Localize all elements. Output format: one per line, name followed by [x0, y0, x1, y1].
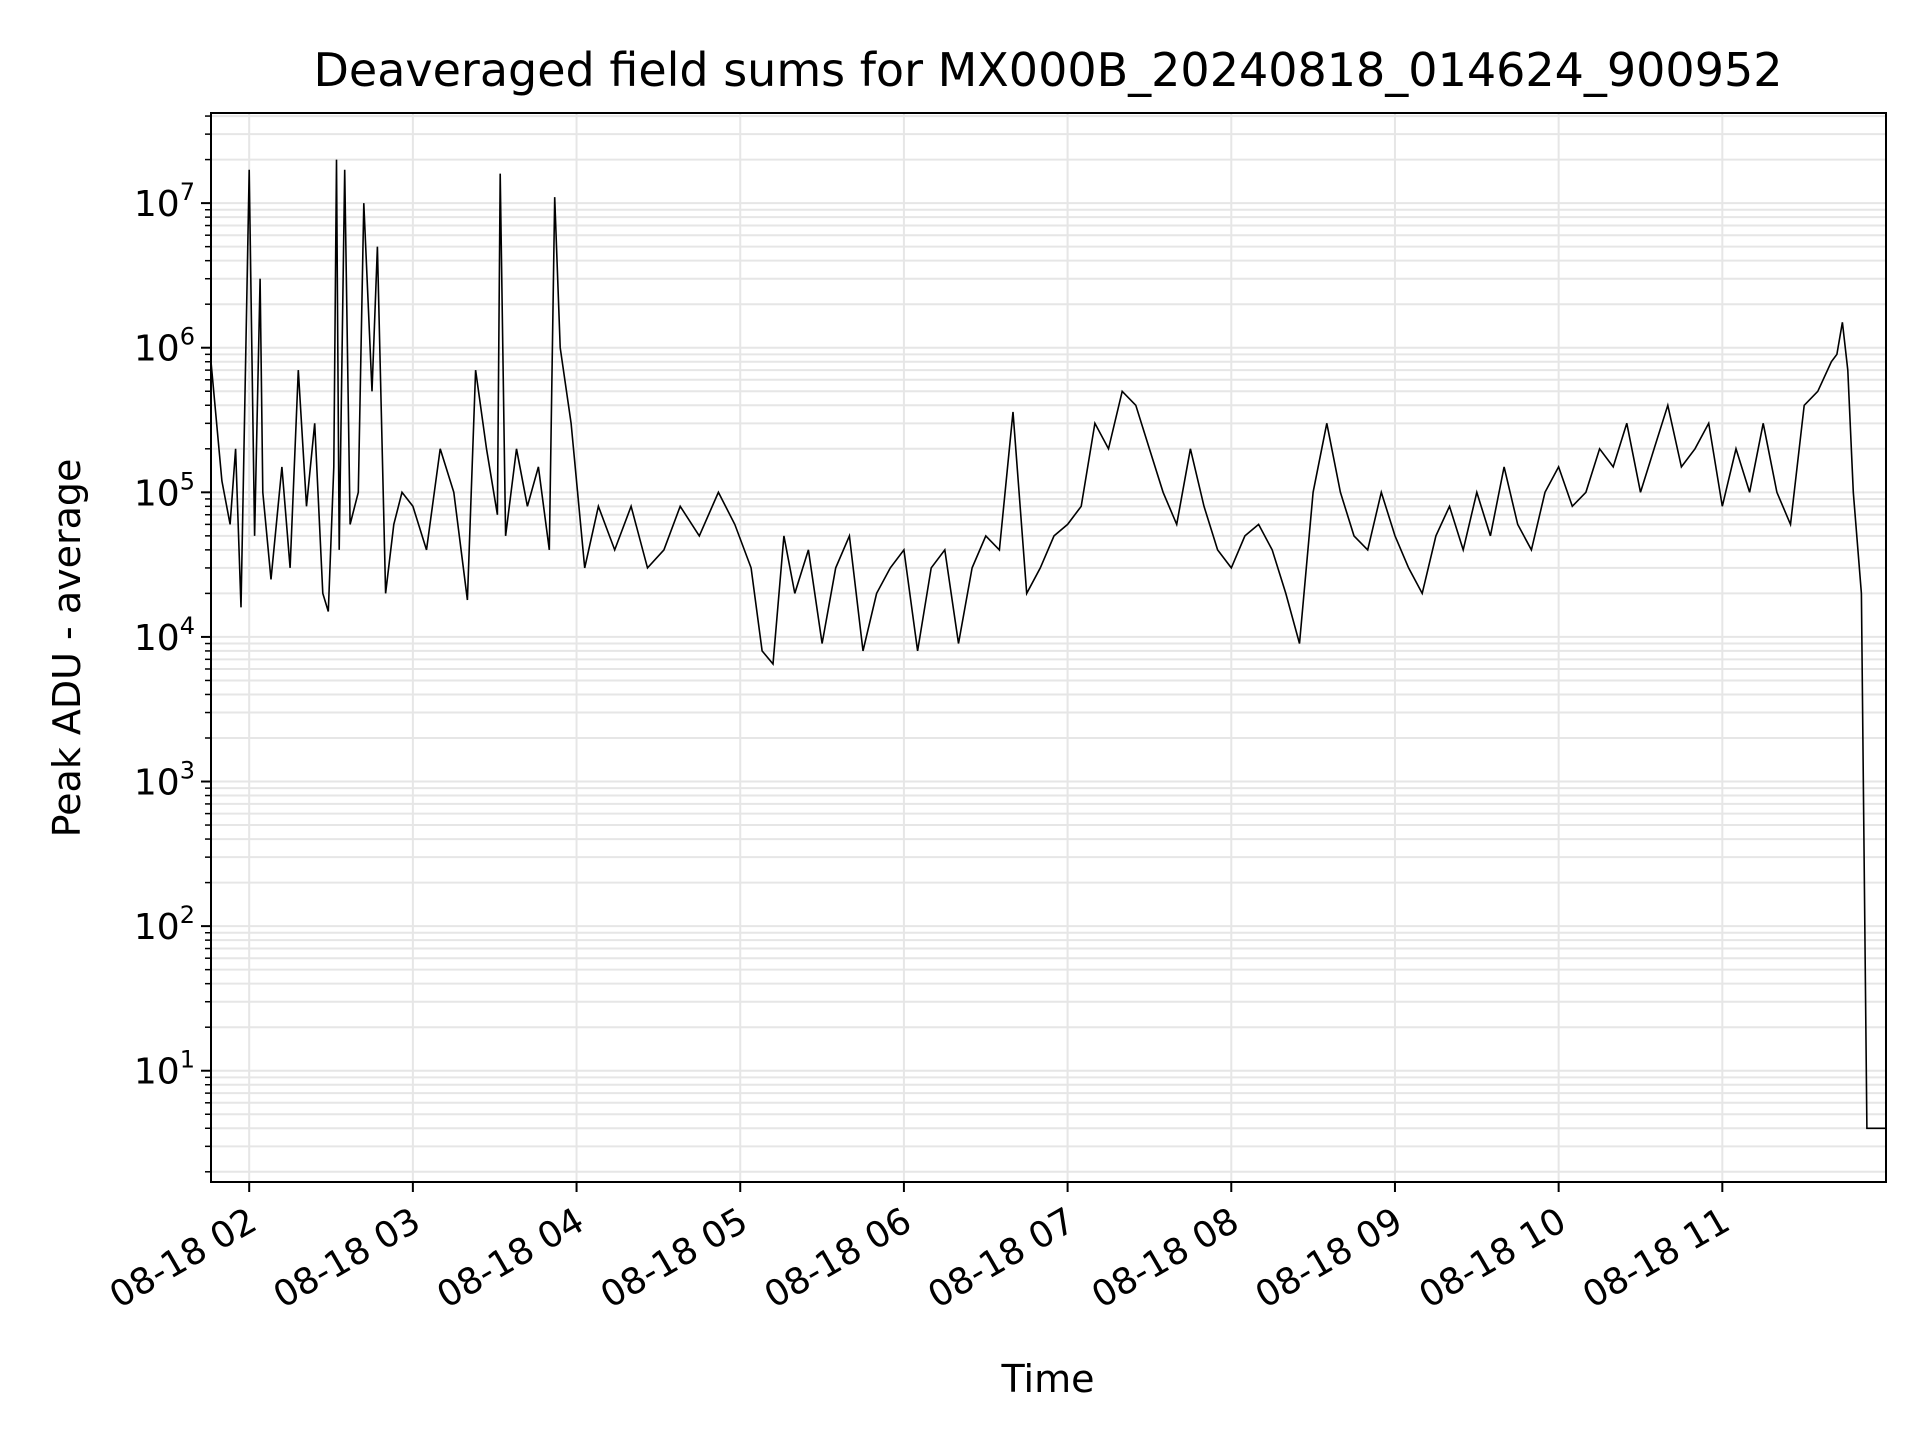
- x-tick-label: 08-18 03: [267, 1200, 428, 1316]
- chart-title: Deaveraged field sums for MX000B_2024081…: [313, 43, 1782, 97]
- plot-frame: [210, 112, 1887, 1183]
- y-tick-label: 107: [134, 178, 195, 225]
- x-tick-label: 08-18 07: [921, 1200, 1082, 1316]
- x-axis: 08-18 02 08-18 03 08-18 04 08-18 05 08-18 06…: [103, 1182, 1737, 1317]
- x-tick-label: 08-18 10: [1412, 1200, 1573, 1316]
- x-tick-label: 08-18 11: [1576, 1200, 1737, 1316]
- x-tick-label: 08-18 02: [103, 1200, 264, 1316]
- y-axis: 101 102 103 104 105 106 107: [134, 115, 211, 1173]
- x-tick-label: 08-18 06: [758, 1200, 919, 1316]
- x-tick-label: 08-18 09: [1249, 1200, 1410, 1316]
- x-tick-label: 08-18 05: [594, 1200, 755, 1316]
- y-axis-label: Peak ADU - average: [45, 459, 89, 838]
- y-tick-label: 104: [134, 612, 195, 659]
- x-tick-label: 08-18 08: [1085, 1200, 1246, 1316]
- y-tick-label: 106: [134, 323, 195, 370]
- series-line: [210, 159, 1886, 1130]
- y-tick-label: 101: [134, 1046, 195, 1093]
- x-tick-label: 08-18 04: [430, 1200, 591, 1316]
- grid-layer: [211, 113, 1886, 1182]
- series-line-layer: [210, 159, 1886, 1130]
- x-axis-label: Time: [1001, 1357, 1095, 1401]
- y-tick-label: 103: [134, 757, 195, 804]
- y-tick-label: 105: [134, 467, 195, 514]
- y-tick-label: 102: [134, 901, 195, 948]
